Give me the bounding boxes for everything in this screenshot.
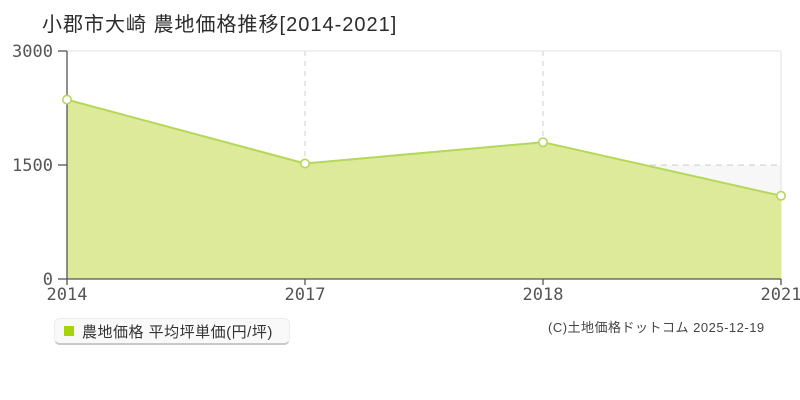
x-tick-label-2018: 2018	[523, 285, 564, 305]
x-tick-label-2014: 2014	[47, 285, 88, 305]
data-point-2021	[775, 190, 786, 201]
data-point-2017	[299, 158, 310, 169]
legend-label: 農地価格 平均坪単価(円/坪)	[82, 323, 273, 341]
legend: 農地価格 平均坪単価(円/坪)	[54, 318, 290, 345]
legend-swatch-icon	[64, 326, 74, 336]
y-tick-label-0: 0	[43, 270, 53, 290]
y-tick-label-3000: 3000	[12, 42, 53, 62]
price-line	[66, 98, 782, 197]
price-trend-chart: 0 1500 3000 2014 2017 2018 2021	[12, 42, 800, 305]
area-fill	[67, 99, 781, 279]
copyright-text: (C)土地価格ドットコム 2025-12-19	[548, 320, 765, 335]
chart-title: 小郡市大崎 農地価格推移[2014-2021]	[42, 14, 398, 36]
data-point-2014	[61, 94, 72, 105]
x-tick-label-2021: 2021	[761, 285, 800, 305]
y-tick-label-1500: 1500	[12, 156, 53, 176]
x-tick-label-2017: 2017	[285, 285, 326, 305]
data-point-2018	[537, 137, 548, 148]
